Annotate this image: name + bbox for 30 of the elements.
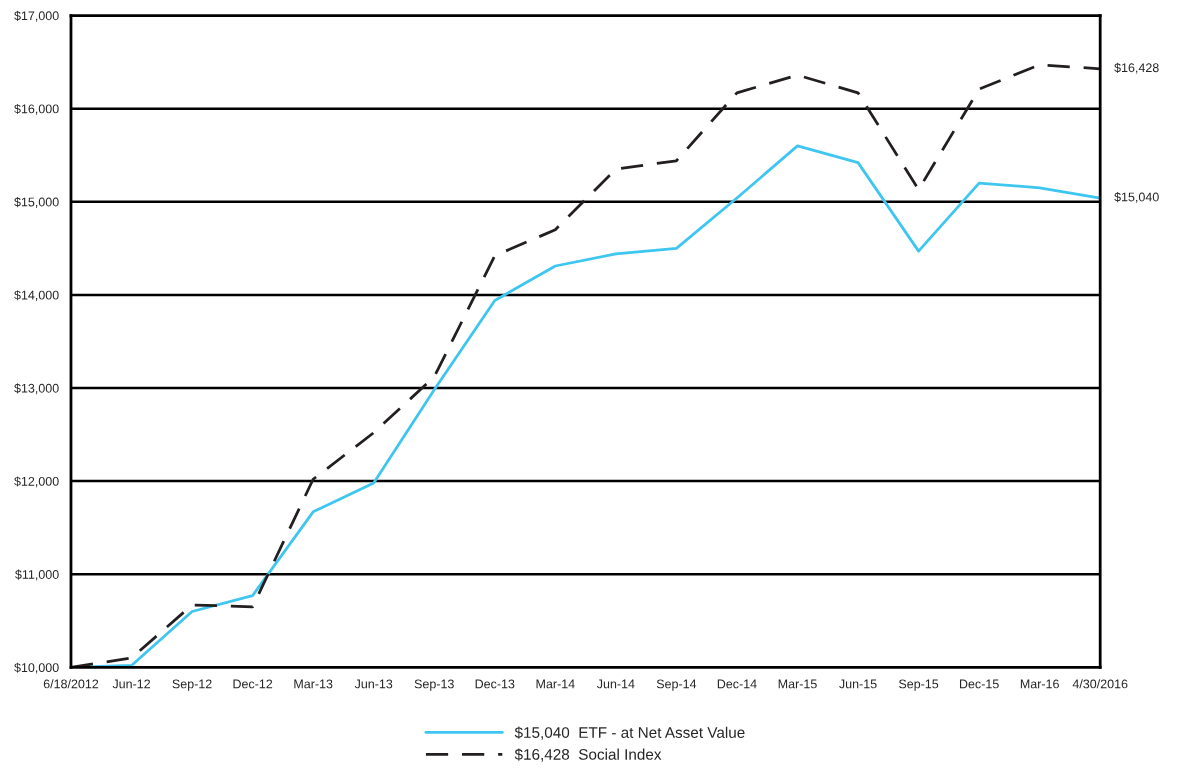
y-tick-label: $17,000: [14, 10, 59, 22]
x-tick-label: 4/30/2016: [1072, 679, 1128, 689]
x-tick-label: Dec-12: [233, 679, 273, 689]
y-tick-label: $16,000: [14, 103, 59, 115]
y-tick-label: $12,000: [14, 476, 59, 488]
x-tick-label: Sep-15: [898, 679, 939, 691]
legend-label: $16,428 Social Index: [514, 748, 662, 762]
annotation: $16,428: [1114, 62, 1159, 74]
x-tick-label: Mar-13: [294, 679, 333, 689]
x-tick-label: Mar-15: [778, 679, 817, 689]
y-tick-label: $10,000: [14, 662, 59, 674]
y-tick-label: $11,000: [15, 569, 59, 581]
x-tick-label: Sep-12: [172, 679, 212, 691]
x-tick-label: Jun-12: [112, 679, 151, 689]
x-tick-label: Mar-14: [536, 679, 575, 689]
y-tick-label: $13,000: [14, 383, 59, 395]
x-tick-label: Dec-15: [959, 679, 999, 689]
annotation: $15,040: [1114, 192, 1159, 203]
x-tick-label: Sep-13: [414, 679, 454, 691]
y-tick-label: $14,000: [14, 290, 59, 302]
x-tick-label: Sep-14: [656, 679, 697, 691]
x-tick-label: Dec-13: [475, 679, 515, 689]
x-tick-label: Jun-15: [839, 679, 877, 689]
x-tick-label: Mar-16: [1020, 679, 1059, 689]
x-tick-label: Jun-14: [596, 679, 635, 689]
legend-label: $15,040 ETF - at Net Asset Value: [514, 726, 745, 740]
y-tick-label: $15,000: [14, 197, 59, 208]
x-tick-label: Jun-13: [354, 679, 393, 689]
x-tick-label: 6/18/2012: [43, 679, 99, 689]
x-tick-label: Dec-14: [717, 679, 757, 689]
